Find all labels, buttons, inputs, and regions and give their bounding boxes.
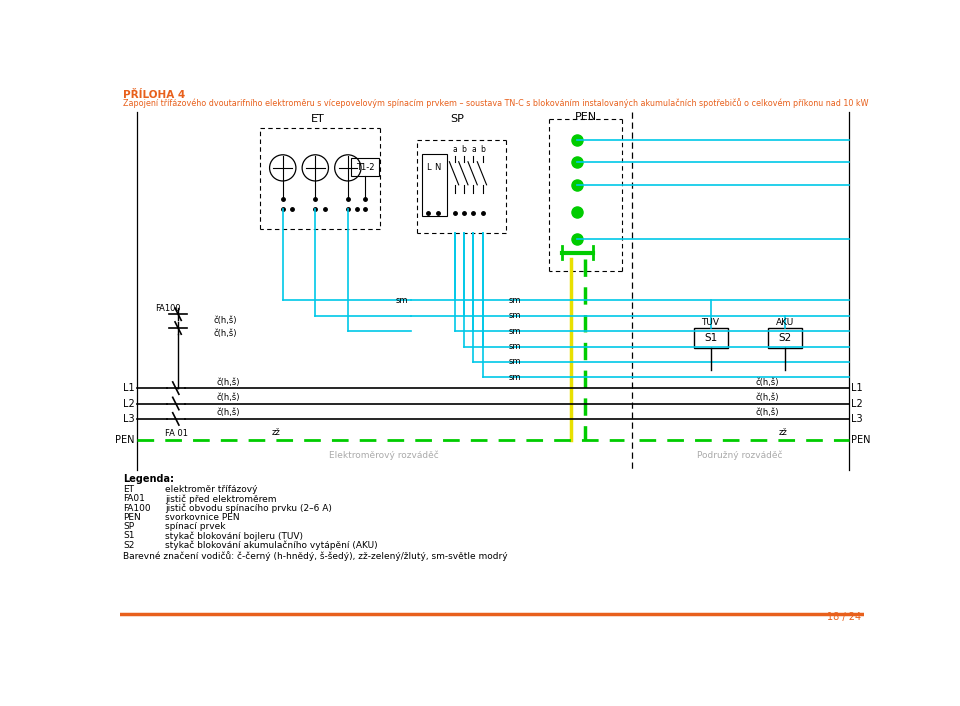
Text: sm: sm: [509, 296, 521, 305]
Text: svorkovnice PEN: svorkovnice PEN: [165, 513, 240, 522]
Text: a: a: [471, 145, 476, 154]
Text: L2: L2: [851, 398, 863, 409]
Text: S2: S2: [779, 333, 792, 343]
Text: a: a: [452, 145, 457, 154]
Text: FA 01: FA 01: [165, 429, 188, 438]
Text: spínací prvek: spínací prvek: [165, 522, 226, 531]
Text: PEN: PEN: [123, 513, 141, 522]
Text: FA100: FA100: [123, 503, 151, 513]
Text: L1: L1: [123, 383, 134, 393]
Text: L: L: [426, 163, 431, 172]
Text: Elektroměrový rozváděč: Elektroměrový rozváděč: [328, 450, 439, 460]
Text: N: N: [435, 163, 441, 172]
Text: Barevné značení vodičů: č-černý (h-hnědý, š-šedý), zž-zelený/žlutý, sm-světle mo: Barevné značení vodičů: č-černý (h-hnědý…: [123, 551, 508, 561]
Text: č(h,š): č(h,š): [756, 408, 779, 417]
Text: FA100: FA100: [155, 304, 180, 313]
Text: č(h,š): č(h,š): [756, 378, 779, 387]
Text: elektroměr třífázový: elektroměr třífázový: [165, 485, 257, 494]
Text: sm: sm: [509, 327, 521, 335]
Text: sm: sm: [509, 342, 521, 351]
Text: stykač blokování bojleru (TUV): stykač blokování bojleru (TUV): [165, 532, 303, 541]
Text: č(h,š): č(h,š): [756, 393, 779, 402]
Text: č(h,š): č(h,š): [213, 329, 236, 338]
Text: PEN: PEN: [115, 436, 134, 445]
Text: T1-2: T1-2: [355, 162, 374, 172]
Bar: [693, 328, 728, 348]
Text: sm: sm: [509, 357, 521, 366]
Text: č(h,š): č(h,š): [213, 316, 236, 325]
Text: SP: SP: [450, 114, 464, 124]
Text: zž: zž: [779, 429, 787, 438]
Text: FA01: FA01: [123, 494, 145, 503]
Text: L2: L2: [123, 398, 134, 409]
Text: č(h,š): č(h,š): [217, 393, 240, 402]
Text: stykač blokování akumulačního vytápění (AKU): stykač blokování akumulačního vytápění (…: [165, 541, 377, 550]
Text: PEN: PEN: [851, 436, 871, 445]
Text: b: b: [462, 145, 467, 154]
Text: zž: zž: [271, 429, 280, 438]
Text: L1: L1: [851, 383, 862, 393]
Text: 18 / 24: 18 / 24: [827, 612, 861, 622]
Text: TUV: TUV: [702, 318, 720, 328]
Text: Legenda:: Legenda:: [123, 474, 174, 484]
Text: L3: L3: [123, 414, 134, 424]
Text: Zapojení třífázového dvoutarifního elektroměru s vícepovelovým spínacím prvkem –: Zapojení třífázového dvoutarifního elekt…: [123, 99, 869, 109]
Text: sm: sm: [509, 311, 521, 321]
Text: SP: SP: [123, 522, 134, 531]
Bar: [768, 328, 802, 348]
Text: jistič před elektroměrem: jistič před elektroměrem: [165, 494, 276, 504]
Text: sm: sm: [396, 296, 408, 305]
Text: ET: ET: [123, 485, 134, 494]
Text: S2: S2: [123, 541, 134, 549]
Text: č(h,š): č(h,š): [217, 378, 240, 387]
Text: S1: S1: [123, 532, 134, 540]
Text: sm: sm: [509, 373, 521, 382]
Bar: [351, 158, 379, 176]
Text: jistič obvodu spínacího prvku (2–6 A): jistič obvodu spínacího prvku (2–6 A): [165, 503, 332, 513]
Text: č(h,š): č(h,š): [217, 408, 240, 417]
Bar: [422, 154, 447, 215]
Text: L3: L3: [851, 414, 862, 424]
Text: S1: S1: [704, 333, 717, 343]
Text: ET: ET: [311, 114, 324, 124]
Text: PEN: PEN: [575, 112, 597, 122]
Text: Podružný rozváděč: Podružný rozváděč: [697, 450, 782, 460]
Text: AKU: AKU: [776, 318, 794, 328]
Text: b: b: [480, 145, 485, 154]
Text: PŘÍLOHA 4: PŘÍLOHA 4: [123, 90, 185, 100]
